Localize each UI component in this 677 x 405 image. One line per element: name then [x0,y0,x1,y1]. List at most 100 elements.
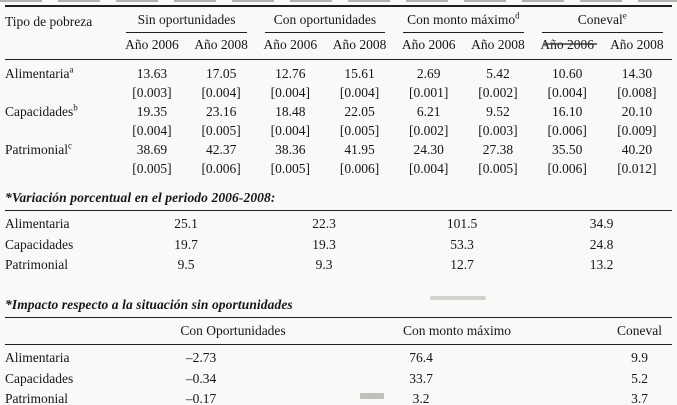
year-header-row: Año 2006 Año 2008 Año 2006 Año 2008 Año … [5,32,672,61]
year-header: Año 2006 [117,32,187,61]
cell-value: 16.10 [551,104,583,120]
impact-table: Con Oportunidades Con monto máximo Conev… [5,316,672,405]
cell-value: –0.17 [185,391,217,405]
row-label [5,159,117,178]
cell-value: 12.76 [275,66,306,82]
group-header-label: Conevale [541,10,663,33]
group-header: Con oportunidades [256,6,394,33]
group-header: Con monto máximod [394,6,532,33]
column-header-row: Con Oportunidades Con monto máximo Conev… [5,317,672,346]
table-row: Alimentaria –2.73 76.4 9.9 [5,345,672,369]
row-label [5,121,117,140]
cell-se: [0.005] [478,161,518,177]
variation-table: Alimentaria 25.1 22.3 101.5 34.9 Capacid… [5,210,672,275]
table-row: Patrimonialc 38.69 42.37 38.36 41.95 24.… [5,140,672,159]
variation-heading: *Variación porcentual en el periodo 2006… [5,190,276,206]
cell-se: [0.005] [270,161,311,177]
group-header: Conevale [533,6,672,33]
table-row: Capacidadesb 19.35 23.16 18.48 22.05 6.2… [5,102,672,121]
cell-value: 20.10 [621,104,653,120]
table-row-se: [0.003] [0.004] [0.004] [0.004] [0.001] … [5,83,672,102]
row-label: Patrimonialc [5,140,72,158]
year-header: Año 2006 [394,32,464,61]
row-label: Patrimonial [5,257,68,273]
row-label: Capacidades [5,370,74,386]
group-header: Sin oportunidades [117,6,255,33]
table-row: Patrimonial 9.5 9.3 12.7 13.2 [5,255,672,276]
cell-se: [0.002] [409,123,449,139]
cell-value: 101.5 [446,216,478,232]
footnote-marker: c [68,140,72,151]
cell-value: 35.50 [551,142,583,158]
year-header: Año 2008 [324,32,395,61]
cell-se: [0.006] [547,161,587,177]
cell-se: [0.003] [478,123,518,139]
year-header: Año 2008 [186,32,256,61]
table-row: Patrimonial –0.17 3.2 3.7 [5,389,672,405]
cell-se: [0.002] [478,85,518,101]
cell-se: [0.001] [409,85,449,101]
cell-value: 40.20 [621,142,653,158]
cell-se: [0.005] [132,161,172,177]
cell-value: 22.3 [312,216,336,232]
cell-value: 17.05 [205,66,237,82]
column-header: Con monto máximo [349,317,565,346]
footnote-marker: a [69,64,74,75]
table-row: Capacidades 19.7 19.3 53.3 24.8 [5,234,672,255]
table-row: Alimentariaa 13.63 17.05 12.76 15.61 2.6… [5,60,672,84]
group-header-row: Tipo de pobreza Sin oportunidades Con op… [5,6,672,61]
cell-value: 24.8 [589,236,614,252]
poverty-rates-table: Tipo de pobreza Sin oportunidades Con op… [5,5,672,178]
cell-value: 23.16 [205,104,237,120]
cell-value: 5.2 [631,370,648,386]
cell-se: [0.004] [409,161,449,177]
cell-se: [0.012] [617,161,657,177]
table-row: Alimentaria 25.1 22.3 101.5 34.9 [5,211,672,235]
cell-value: 10.60 [551,66,583,82]
scan-smudge [360,393,384,399]
cell-value: 27.38 [482,142,514,158]
group-header-label: Con oportunidades [264,10,386,33]
footnote-marker: d [515,10,520,21]
cell-value: 42.37 [205,142,237,158]
cell-se: [0.006] [547,123,587,139]
cell-value: 19.7 [174,236,198,252]
cell-se: [0.004] [270,123,311,139]
cell-value: 53.3 [450,236,474,252]
cell-se: [0.003] [132,85,172,101]
year-header: Año 2006 [255,32,325,61]
cell-se: [0.004] [339,85,380,101]
cell-se: [0.004] [201,85,241,101]
cell-se: [0.006] [201,161,241,177]
row-label: Capacidades [5,236,74,252]
cell-value: 24.30 [413,142,444,158]
cell-value: 9.9 [631,350,648,366]
cell-value: 19.35 [136,104,168,120]
cell-se: [0.004] [547,85,587,101]
cell-value: 13.2 [589,257,614,273]
impact-heading: *Impacto respecto a la situación sin opo… [5,296,293,312]
group-header-label: Sin oportunidades [126,10,247,33]
table-row-se: [0.005] [0.006] [0.005] [0.006] [0.004] … [5,159,672,178]
row-label: Capacidadesb [5,102,78,120]
cell-value: 5.42 [486,66,510,82]
cell-se: [0.006] [339,161,380,177]
footnote-marker: e [622,10,627,21]
group-header-label: Con monto máximod [403,10,524,33]
scan-speck-line [0,0,677,2]
footnote-marker: b [73,102,78,113]
cell-se: [0.005] [339,123,380,139]
cell-value: 22.05 [344,104,375,120]
cell-value: –2.73 [185,350,217,366]
cell-value: 15.61 [344,66,375,82]
cell-value: –0.34 [185,370,217,386]
year-header: Año 2008 [463,32,533,61]
cell-value: 41.95 [344,142,375,158]
cell-se: [0.009] [617,123,657,139]
cell-value: 25.1 [174,216,198,232]
cell-value: 12.7 [450,257,474,273]
row-label: Alimentariaa [5,64,74,82]
cell-value: 9.52 [486,104,510,120]
cell-value: 18.48 [275,104,306,120]
